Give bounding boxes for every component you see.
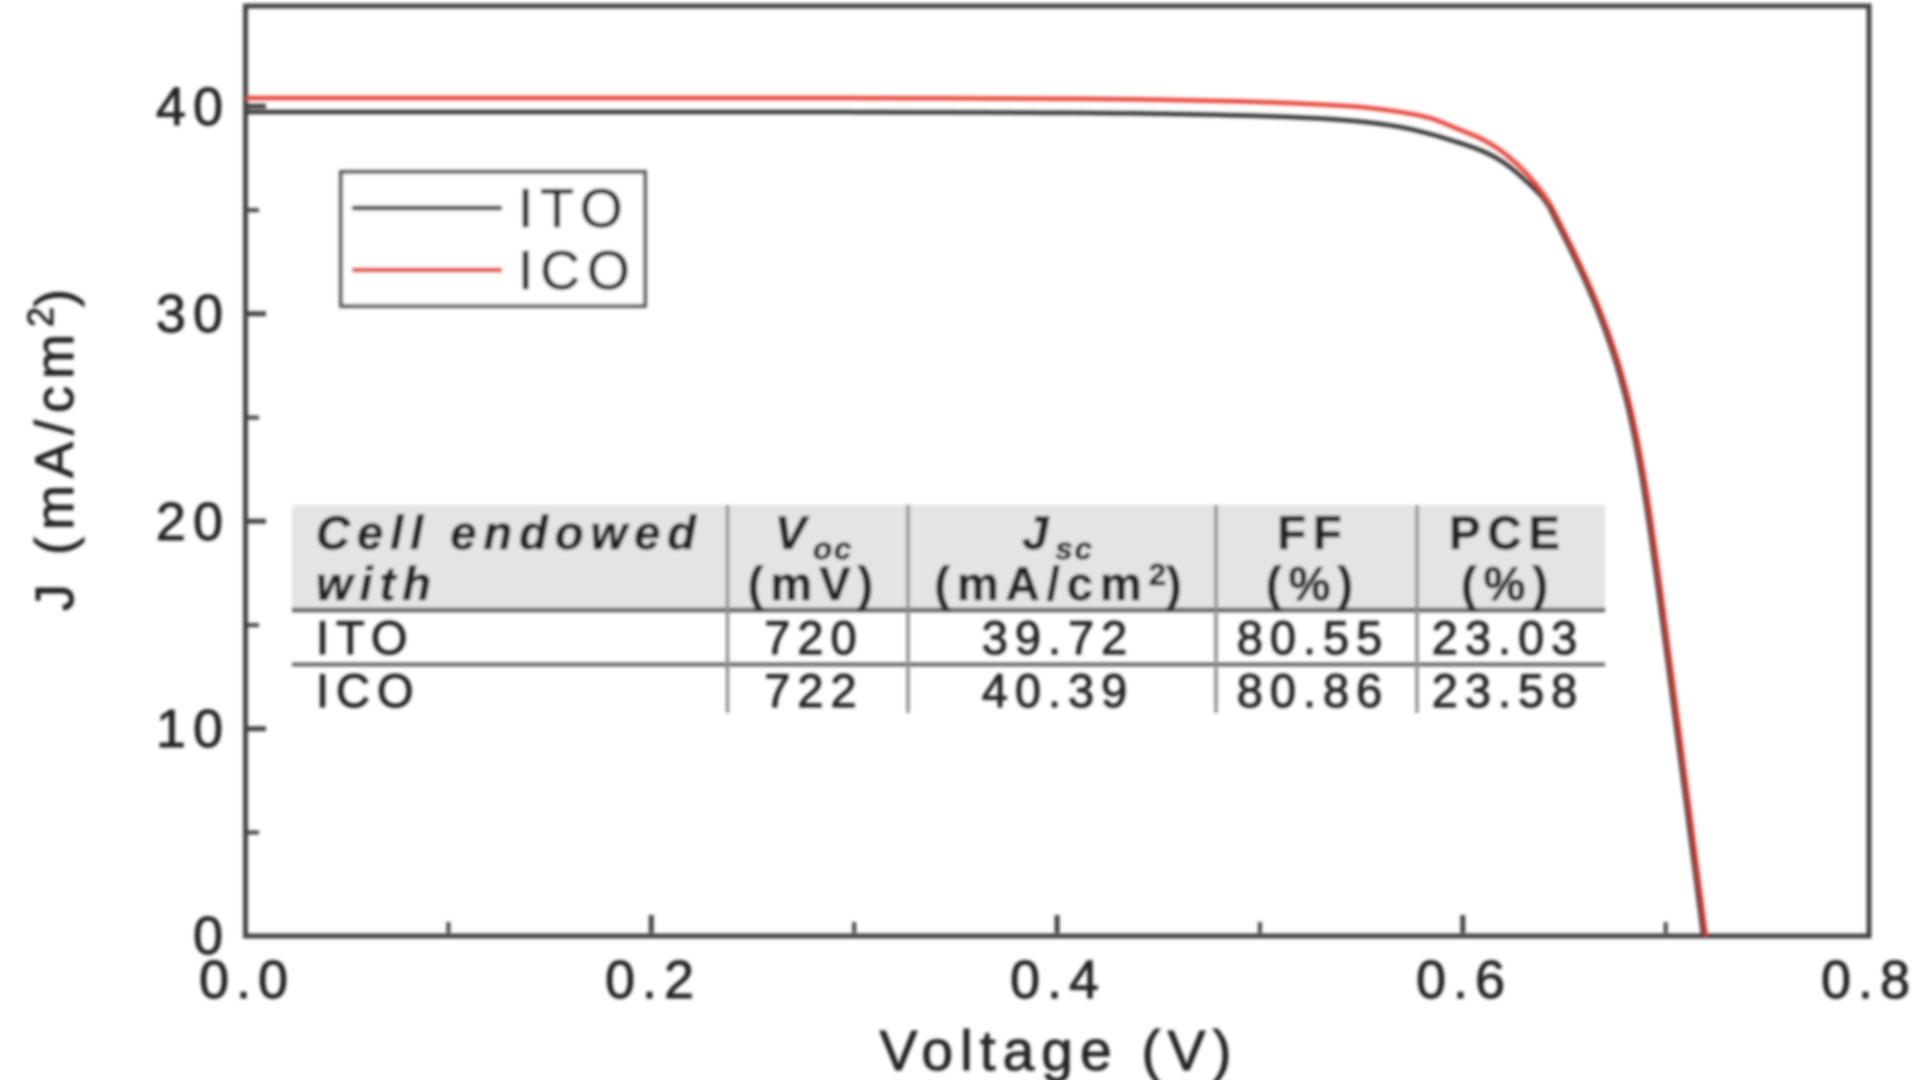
svg-text:Voltage (V): Voltage (V) [880, 1019, 1239, 1080]
svg-text:J (mA/cm2): J (mA/cm2) [20, 289, 85, 611]
svg-text:0.8: 0.8 [1821, 950, 1917, 1010]
svg-text:(mA/cm2): (mA/cm2) [934, 557, 1181, 610]
svg-text:Jsc: Jsc [1022, 506, 1094, 566]
svg-text:Voc: Voc [775, 506, 854, 566]
svg-text:23.03: 23.03 [1432, 611, 1585, 664]
svg-text:80.55: 80.55 [1237, 611, 1390, 664]
svg-text:40: 40 [156, 77, 230, 137]
svg-text:Cell endowed: Cell endowed [316, 506, 703, 559]
svg-text:722: 722 [764, 664, 863, 717]
svg-text:80.86: 80.86 [1237, 664, 1390, 717]
svg-text:with: with [316, 557, 438, 610]
svg-text:PCE: PCE [1449, 506, 1567, 559]
svg-text:0.6: 0.6 [1416, 950, 1512, 1010]
svg-text:720: 720 [764, 611, 863, 664]
svg-text:39.72: 39.72 [982, 611, 1135, 664]
svg-text:(%): (%) [1266, 557, 1360, 610]
svg-text:(%): (%) [1461, 557, 1555, 610]
svg-text:ITO: ITO [316, 611, 414, 664]
svg-text:10: 10 [156, 699, 230, 759]
svg-text:30: 30 [156, 284, 230, 344]
svg-text:ITO: ITO [518, 177, 630, 239]
svg-text:0.4: 0.4 [1010, 950, 1106, 1010]
svg-text:(mV): (mV) [748, 557, 880, 610]
svg-text:0.0: 0.0 [199, 950, 295, 1010]
svg-text:ICO: ICO [316, 664, 421, 717]
svg-text:40.39: 40.39 [982, 664, 1135, 717]
svg-text:23.58: 23.58 [1432, 664, 1585, 717]
svg-text:ICO: ICO [518, 239, 637, 301]
svg-text:0: 0 [193, 906, 230, 966]
svg-text:20: 20 [156, 492, 230, 552]
svg-text:FF: FF [1277, 506, 1348, 559]
svg-text:0.2: 0.2 [605, 950, 701, 1010]
